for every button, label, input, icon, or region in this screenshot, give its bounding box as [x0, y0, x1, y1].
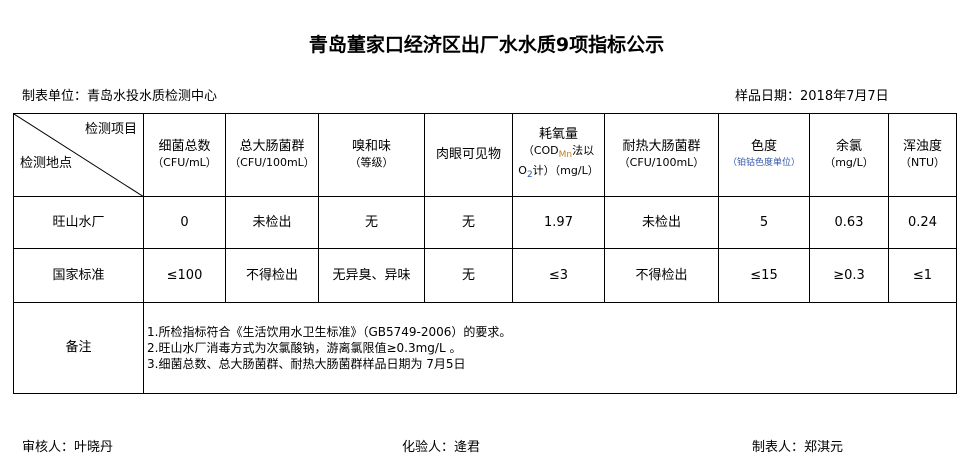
row-site: 国家标准 [13, 248, 144, 303]
col-header-cod: 耗氧量 （CODMn法以 O2计）（mg/L） [512, 113, 605, 197]
col-name: 细菌总数 [158, 139, 211, 154]
col-name: 肉眼可见物 [435, 147, 501, 162]
row-site: 旺山水厂 [13, 196, 144, 249]
col-unit: （NTU） [900, 156, 945, 169]
header-site-label: 检测地点 [20, 156, 73, 171]
preparer: 制表人：郑淇元 [752, 440, 844, 455]
cell: ≥0.3 [809, 248, 889, 303]
col-name: 耗氧量 [538, 126, 578, 142]
col-unit: （等级） [349, 156, 394, 169]
cell: ≤100 [143, 248, 226, 303]
col-header-thermo-coliform: 耐热大肠菌群 （CFU/100mL） [604, 113, 719, 197]
cell: 0.24 [888, 196, 957, 249]
col-header-visible: 肉眼可见物 [424, 113, 513, 197]
cell: 不得检出 [225, 248, 319, 303]
cell: 无 [424, 196, 513, 249]
col-name: 嗅和味 [351, 139, 391, 154]
water-quality-table: 检测项目 检测地点 细菌总数 （CFU/mL） 总大肠菌群 （CFU/100mL） … [13, 113, 957, 394]
cell: 1.97 [512, 196, 605, 249]
cell: ≤15 [718, 248, 810, 303]
sample-date: 样品日期：2018年7月7日 [735, 89, 889, 104]
cell: 无异臭、异味 [318, 248, 425, 303]
unit-part: 法以 [572, 143, 595, 157]
col-header-chlorine: 余氯 （mg/L） [809, 113, 889, 197]
col-name: 总大肠菌群 [239, 139, 305, 154]
cell: 5 [718, 196, 810, 249]
col-header-bacteria: 细菌总数 （CFU/mL） [143, 113, 226, 197]
col-unit: （CFU/100mL） [229, 156, 315, 169]
tester: 化验人：逄君 [402, 440, 481, 455]
cell: 无 [318, 196, 425, 249]
cell: 未检出 [225, 196, 319, 249]
unit-part: （COD [522, 143, 559, 157]
col-unit: （CFU/mL） [152, 156, 217, 169]
col-name: 耐热大肠菌群 [622, 139, 701, 154]
notes-cell: 1.所检指标符合《生活饮用水卫生标准》（GB5749-2006）的要求。 2.旺… [143, 302, 957, 394]
cell: ≤1 [888, 248, 957, 303]
unit-part: O [518, 164, 527, 177]
col-unit: （mg/L） [824, 156, 874, 169]
unit-sub: 2 [526, 170, 533, 181]
header-row: 检测项目 检测地点 细菌总数 （CFU/mL） 总大肠菌群 （CFU/100mL） … [13, 113, 957, 197]
cell: ≤3 [512, 248, 605, 303]
cell: 0 [143, 196, 226, 249]
reviewer: 审核人：叶晓丹 [22, 440, 114, 455]
unit-label: 制表单位：青岛水投水质检测中心 [22, 89, 218, 104]
unit-part: 计）（mg/L） [532, 164, 599, 177]
col-unit: （铂钴色度单位） [727, 158, 800, 168]
header-item-label: 检测项目 [84, 122, 137, 137]
note: 1.所检指标符合《生活饮用水卫生标准》（GB5749-2006）的要求。 [147, 325, 512, 339]
col-header-coliform: 总大肠菌群 （CFU/100mL） [225, 113, 319, 197]
cell: 0.63 [809, 196, 889, 249]
unit-sub: Mn [558, 150, 573, 160]
table-row: 国家标准 ≤100 不得检出 无异臭、异味 无 ≤3 不得检出 ≤15 ≥0.3… [13, 248, 957, 303]
notes-row: 备注 1.所检指标符合《生活饮用水卫生标准》（GB5749-2006）的要求。 … [13, 302, 957, 394]
col-name: 色度 [750, 139, 777, 154]
diagonal-header-cell: 检测项目 检测地点 [13, 113, 144, 197]
col-name: 余氯 [835, 139, 862, 154]
note: 3.细菌总数、总大肠菌群、耐热大肠菌群样品日期为 7月5日 [147, 357, 466, 371]
col-unit: （CFU/100mL） [618, 156, 705, 169]
cell: 无 [424, 248, 513, 303]
col-name: 浑浊度 [902, 139, 942, 154]
col-unit: （CODMn法以 [513, 143, 604, 163]
note: 2.旺山水厂消毒方式为次氯酸钠，游离氯限值≥0.3mg/L 。 [147, 341, 462, 355]
col-unit-2: O2计）（mg/L） [513, 163, 604, 183]
cell: 不得检出 [604, 248, 719, 303]
col-header-color: 色度 （铂钴色度单位） [718, 113, 810, 197]
diagonal-line [14, 114, 144, 197]
cell: 未检出 [604, 196, 719, 249]
col-header-turbidity: 浑浊度 （NTU） [888, 113, 957, 197]
notes-label: 备注 [13, 302, 144, 394]
table-row: 旺山水厂 0 未检出 无 无 1.97 未检出 5 0.63 0.24 [13, 196, 957, 249]
page-title: 青岛董家口经济区出厂水水质9项指标公示 [308, 34, 665, 56]
col-header-odor: 嗅和味 （等级） [318, 113, 425, 197]
